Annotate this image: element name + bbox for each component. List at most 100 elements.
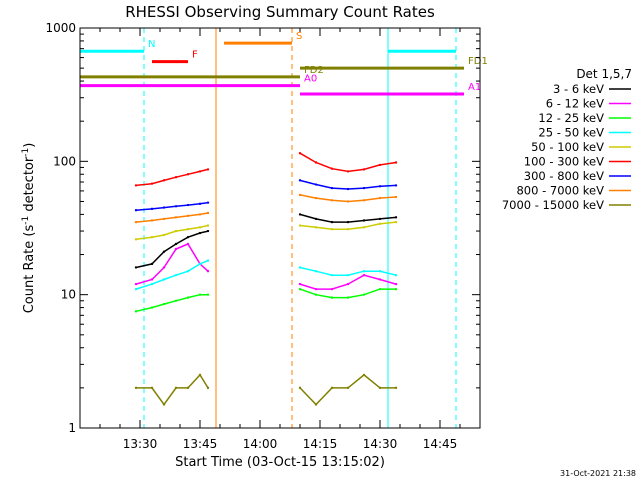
y-axis-label-mid: detector	[22, 156, 37, 216]
series-point-4-0-5	[198, 226, 202, 229]
series-point-2-1-6	[394, 287, 398, 291]
flag-label-4: FD1	[468, 56, 488, 67]
series-point-0-1-5	[378, 217, 382, 221]
y-axis-label-sup2: -1	[21, 148, 31, 157]
series-point-1-1-5	[378, 278, 382, 281]
x-tick-label-5: 14:45	[423, 437, 458, 451]
series-point-4-0-2	[162, 233, 166, 237]
series-point-3-0-3	[174, 273, 178, 277]
series-point-2-1-5	[378, 287, 382, 291]
legend-label-7: 800 - 7000 keV	[516, 184, 604, 198]
series-point-1-0-3	[174, 247, 178, 251]
series-point-2-1-3	[346, 296, 350, 299]
series-point-4-0-6	[206, 224, 210, 227]
series-point-4-1-4	[362, 226, 366, 229]
series-point-7-0-5	[198, 213, 202, 216]
series-point-6-1-3	[346, 187, 350, 191]
y-tick-label-1: 10	[61, 288, 76, 302]
series-point-4-1-6	[394, 220, 398, 224]
y-tick-label-0: 1	[68, 421, 76, 435]
series-point-6-0-1	[150, 207, 154, 211]
x-tick-label-4: 14:30	[363, 437, 398, 451]
legend-label-3: 25 - 50 keV	[538, 126, 604, 140]
series-point-6-1-6	[394, 184, 398, 187]
legend-label-6: 300 - 800 keV	[524, 169, 604, 183]
series-point-6-1-1	[314, 183, 318, 186]
y-axis-label: Count Rate (s-1 detector-1)	[21, 143, 37, 314]
series-point-4-0-4	[186, 227, 190, 231]
y-axis-label-main: Count Rate (s	[22, 225, 37, 314]
series-point-1-1-3	[346, 282, 350, 286]
x-tick-label-0: 13:30	[123, 437, 158, 451]
series-point-3-0-5	[198, 262, 202, 266]
series-point-5-1-0	[298, 152, 302, 155]
flag-label-2: F	[192, 50, 198, 61]
series-point-7-0-4	[186, 214, 190, 218]
series-point-8-1-6	[394, 386, 398, 390]
chart-title: RHESSI Observing Summary Count Rates	[125, 3, 435, 21]
series-point-2-1-0	[298, 287, 302, 291]
series-point-1-0-1	[150, 278, 154, 281]
series-point-0-0-5	[198, 231, 202, 235]
series-point-3-0-0	[134, 287, 138, 291]
series-point-4-1-1	[314, 226, 318, 229]
series-point-8-1-2	[330, 386, 334, 390]
series-point-0-1-6	[394, 216, 398, 219]
series-point-5-0-3	[174, 176, 178, 179]
series-point-2-0-6	[206, 293, 210, 296]
series-point-5-0-0	[134, 184, 138, 187]
series-point-8-0-2	[162, 403, 166, 406]
series-point-6-0-4	[186, 203, 190, 207]
series-point-3-1-4	[362, 269, 366, 273]
flag-label-3: S	[296, 31, 302, 42]
series-point-1-0-2	[162, 266, 166, 269]
series-point-5-0-4	[186, 173, 190, 176]
series-point-8-0-6	[206, 386, 210, 390]
series-point-2-0-3	[174, 299, 178, 302]
legend-title: Det 1,5,7	[576, 67, 632, 81]
series-point-5-0-6	[206, 168, 210, 171]
series-point-3-1-3	[346, 273, 350, 277]
series-point-0-1-0	[298, 213, 302, 216]
series-point-6-0-6	[206, 201, 210, 204]
series-point-0-0-6	[206, 229, 210, 233]
series-point-2-1-1	[314, 293, 318, 296]
series-point-7-1-2	[330, 199, 334, 202]
series-point-5-1-3	[346, 170, 350, 173]
series-point-3-1-0	[298, 266, 302, 269]
flag-label-0: N	[148, 39, 155, 50]
series-point-7-0-0	[134, 220, 138, 224]
series-point-3-0-6	[206, 259, 210, 262]
series-point-5-1-4	[362, 168, 366, 171]
series-point-8-0-4	[186, 386, 190, 390]
series-point-7-0-2	[162, 217, 166, 221]
series-point-3-0-4	[186, 269, 190, 273]
series-point-8-1-0	[298, 386, 302, 390]
series-point-5-1-5	[378, 163, 382, 167]
plot-area	[79, 28, 457, 428]
series-point-5-1-1	[314, 161, 318, 164]
series-point-8-1-3	[346, 386, 350, 390]
legend-label-2: 12 - 25 keV	[538, 111, 604, 125]
series-point-1-0-4	[186, 242, 190, 246]
series-point-6-1-0	[298, 179, 302, 182]
series-point-8-1-1	[314, 403, 318, 406]
timestamp: 31-Oct-2021 21:38	[560, 469, 636, 478]
series-point-5-1-2	[330, 167, 334, 170]
series-point-4-1-5	[378, 222, 382, 226]
series-point-6-0-5	[198, 202, 202, 206]
flag-label-7: A1	[468, 82, 481, 93]
series-point-3-1-5	[378, 269, 382, 273]
series-point-7-1-5	[378, 196, 382, 200]
series-point-7-1-0	[298, 193, 302, 197]
series-point-6-1-4	[362, 186, 366, 190]
series-point-2-1-4	[362, 293, 366, 296]
y-tick-label-3: 1000	[45, 21, 76, 35]
series-point-8-0-0	[134, 386, 138, 390]
series-point-0-1-4	[362, 219, 366, 222]
series-point-3-0-1	[150, 282, 154, 286]
x-tick-label-1: 13:45	[183, 437, 218, 451]
series-point-0-0-3	[174, 242, 178, 246]
